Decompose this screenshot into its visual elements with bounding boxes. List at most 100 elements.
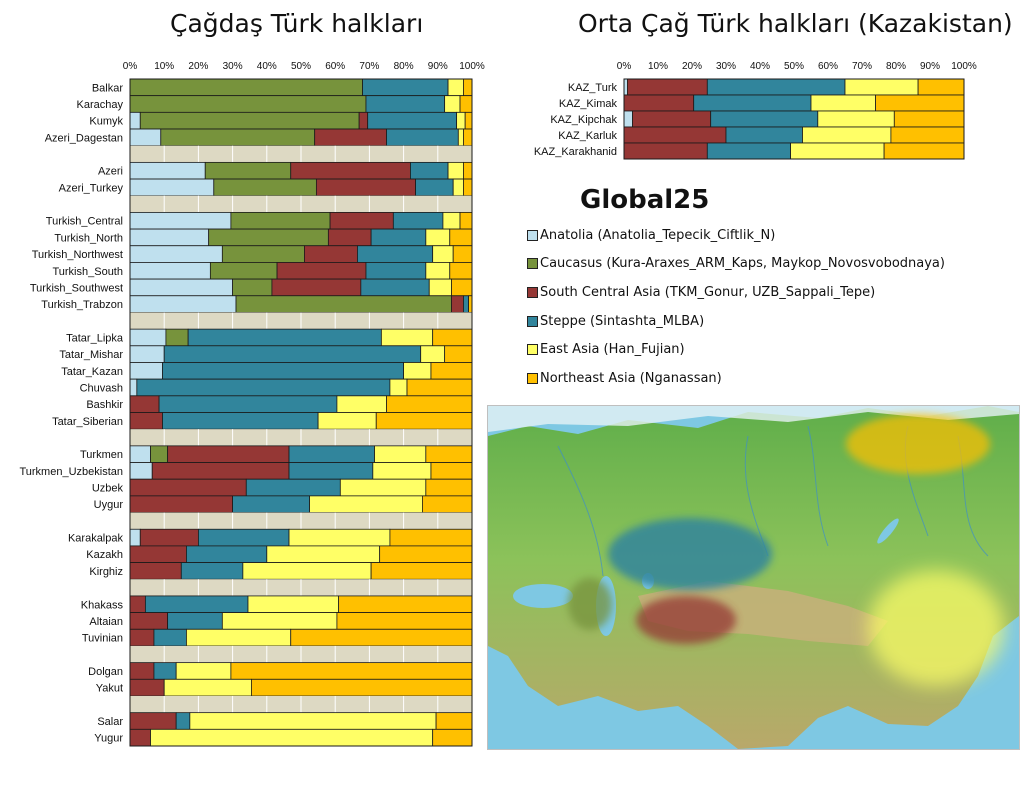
bar-segment-sca <box>151 462 290 480</box>
bar-segment-eastasia <box>374 445 427 463</box>
bar-segment-northeast <box>459 95 473 113</box>
bar-segment-anatolia <box>129 445 151 463</box>
row-label: Altaian <box>89 616 123 628</box>
bar-segment-northeast <box>449 262 473 280</box>
bar-segment-steppe <box>360 278 430 297</box>
bar-segment-northeast <box>430 462 473 480</box>
bar-segment-sca <box>129 562 182 580</box>
bar-segment-sca <box>315 178 416 197</box>
map-arctic-ice <box>488 406 1019 432</box>
bar-segment-sca <box>271 278 362 297</box>
bar-segment-sca <box>129 395 160 413</box>
bar-segment-steppe <box>706 78 846 96</box>
bar-segment-eastasia <box>425 262 451 280</box>
bar-segment-anatolia <box>623 78 628 96</box>
row-label: Turkish_South <box>52 266 123 278</box>
bar-segment-northeast <box>432 728 473 747</box>
bar-segment-northeast <box>468 295 473 313</box>
x-tick-label: 100% <box>951 61 977 72</box>
legend-swatch-sca <box>527 286 538 298</box>
bar-segment-steppe <box>288 445 375 463</box>
bar-segment-anatolia <box>129 128 162 147</box>
legend-swatch-caucasus <box>527 257 538 269</box>
bar-segment-steppe <box>144 595 249 613</box>
x-tick-label: 30% <box>716 61 736 72</box>
row-label: KAZ_Karluk <box>558 130 617 142</box>
row-label: KAZ_Kipchak <box>550 114 617 126</box>
bar-segment-anatolia <box>129 161 206 180</box>
bar-segment-sca <box>327 228 372 247</box>
x-tick-label: 0% <box>123 61 138 72</box>
legend-label-northeast: Northeast Asia (Nganassan) <box>540 370 722 386</box>
bar-segment-anatolia <box>129 462 153 480</box>
bar-segment-northeast <box>379 545 473 563</box>
legend-item-sca: South Central Asia (TKM_Gonur, UZB_Sappa… <box>527 283 875 301</box>
bar-segment-steppe <box>693 94 812 112</box>
map-zone-northeast-asia <box>846 414 990 474</box>
bar-segment-caucasus <box>221 245 305 263</box>
bar-segment-steppe <box>158 395 338 413</box>
bar-segment-northeast <box>890 126 965 144</box>
bar-segment-steppe <box>162 412 319 430</box>
x-tick-label: 60% <box>818 61 838 72</box>
bar-segment-eastasia <box>447 161 464 180</box>
bar-segment-northeast <box>290 628 473 647</box>
bar-segment-steppe <box>180 562 244 580</box>
legend-swatch-eastasia <box>527 343 538 355</box>
bar-segment-eastasia <box>309 495 423 513</box>
bar-segment-eastasia <box>150 728 434 747</box>
bar-segment-eastasia <box>810 94 876 112</box>
row-label: Tatar_Siberian <box>52 416 123 428</box>
bar-segment-eastasia <box>802 126 892 144</box>
legend-item-northeast: Northeast Asia (Nganassan) <box>527 369 722 387</box>
bar-segment-sca <box>623 142 708 160</box>
row-label: Yakut <box>96 683 123 695</box>
bar-segment-northeast <box>425 478 473 497</box>
bar-segment-sca <box>290 161 411 180</box>
legend-label-eastasia: East Asia (Han_Fujian) <box>540 341 685 357</box>
x-tick-label: 80% <box>394 61 414 72</box>
bar-segment-steppe <box>197 528 290 547</box>
row-label: Tatar_Kazan <box>61 366 123 378</box>
bar-segment-steppe <box>370 228 427 247</box>
bar-segment-steppe <box>186 545 268 563</box>
row-label: Azeri_Turkey <box>59 182 124 194</box>
bar-segment-eastasia <box>186 628 292 647</box>
bar-segment-caucasus <box>139 111 360 130</box>
bar-segment-eastasia <box>432 245 454 263</box>
bar-segment-steppe <box>153 662 177 680</box>
modern-chart-title: Çağdaş Türk halkları <box>170 9 424 38</box>
eurasia-ancestry-map <box>487 405 1020 750</box>
bar-segment-eastasia <box>457 128 464 147</box>
bar-segment-northeast <box>432 328 473 347</box>
bar-segment-steppe <box>232 495 310 513</box>
map-black-sea <box>513 584 573 608</box>
x-tick-label: 100% <box>459 61 485 72</box>
bar-segment-anatolia <box>623 110 633 128</box>
row-label: Uzbek <box>92 483 124 495</box>
legend-swatch-northeast <box>527 372 538 384</box>
x-tick-label: 0% <box>617 61 632 72</box>
legend-label-caucasus: Caucasus (Kura-Araxes_ARM_Kaps, Maykop_N… <box>540 255 945 271</box>
bar-segment-caucasus <box>129 78 363 97</box>
bar-segment-anatolia <box>129 295 237 313</box>
legend-label-steppe: Steppe (Sintashta_MLBA) <box>540 313 705 329</box>
legend-swatch-steppe <box>527 315 538 327</box>
bar-segment-sca <box>451 295 464 313</box>
bar-segment-northeast <box>370 562 473 580</box>
row-label: KAZ_Turk <box>568 82 618 94</box>
bar-segment-northeast <box>451 278 473 297</box>
x-tick-label: 30% <box>223 61 243 72</box>
bar-segment-steppe <box>710 110 819 128</box>
medieval-kazakh-admixture-chart: 0% 10% 20% 30% 40% 50% 60% 70% 80% 90% 100% KAZ_Tur… <box>534 61 977 160</box>
bar-segment-caucasus <box>150 445 169 463</box>
row-label: Azeri_Dagestan <box>45 132 123 144</box>
bar-segment-sca <box>314 128 387 147</box>
bar-segment-northeast <box>430 362 473 380</box>
row-label: Turkish_Central <box>46 216 123 228</box>
bar-segment-northeast <box>463 78 473 97</box>
bar-segment-anatolia <box>129 278 233 297</box>
bar-segment-steppe <box>288 462 374 480</box>
bar-segment-eastasia <box>428 278 452 297</box>
x-tick-label: 80% <box>886 61 906 72</box>
